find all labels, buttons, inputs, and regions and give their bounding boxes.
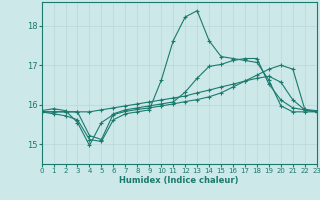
X-axis label: Humidex (Indice chaleur): Humidex (Indice chaleur) (119, 176, 239, 185)
